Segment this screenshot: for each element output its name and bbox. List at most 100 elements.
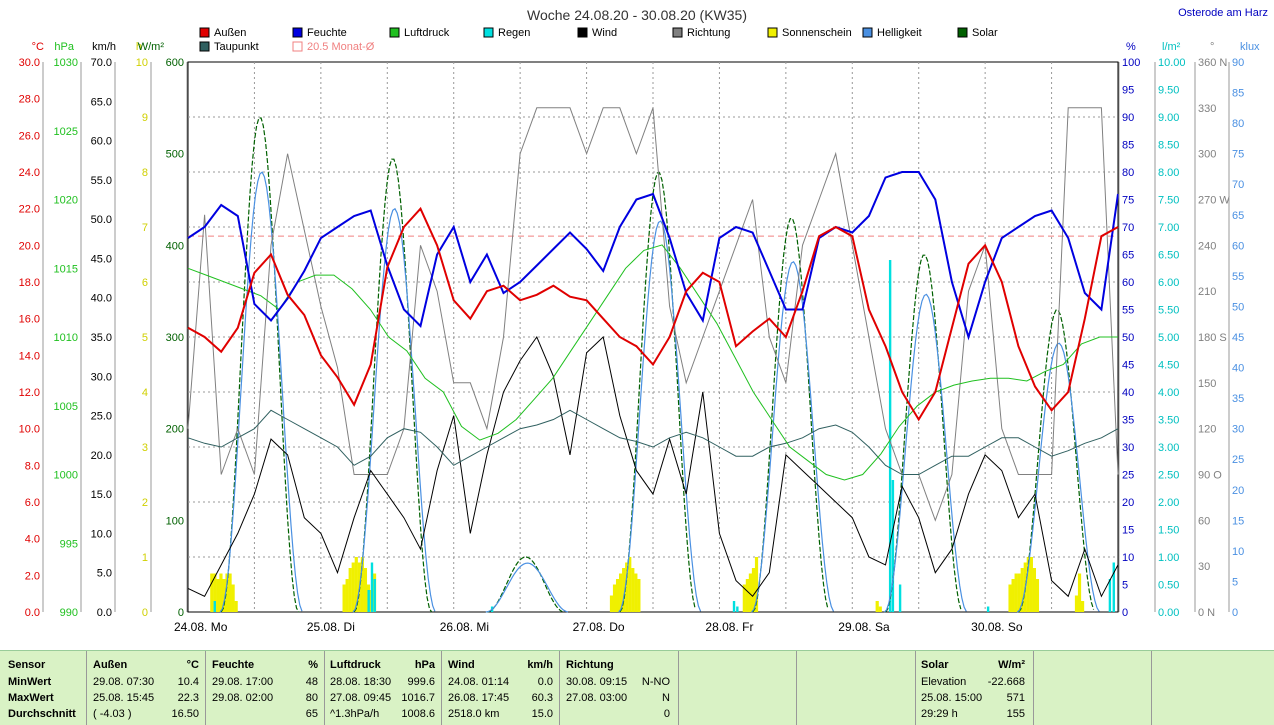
left-axis-unit: km/h xyxy=(92,41,116,53)
left-axis-tick: 22.0 xyxy=(19,204,40,216)
left-axis-tick: 400 xyxy=(166,240,184,252)
right-axis-tick: 15 xyxy=(1122,525,1134,537)
sunshine-bar xyxy=(231,584,235,612)
right-axis-unit: % xyxy=(1126,41,1136,53)
sunshine-bar xyxy=(745,579,749,612)
legend-swatch xyxy=(292,41,303,52)
header-sensor: Sensor xyxy=(8,659,46,671)
rain-bar xyxy=(373,579,376,612)
wind-max-val: 60.3 xyxy=(531,692,553,704)
x-tick-label: 30.08. So xyxy=(971,620,1023,634)
sunshine-bar xyxy=(754,557,759,612)
sunshine-bar xyxy=(625,562,629,612)
right-axis-tick: 2.50 xyxy=(1158,470,1179,482)
header-luftdruck: Luftdruck xyxy=(330,659,381,671)
chart-axes: 24.08. Mo 25.08. Di 26.08. Mi 27.08. Do 28.0… xyxy=(19,41,1260,634)
right-axis-tick: 5.00 xyxy=(1158,332,1179,344)
row-label-min: MinWert xyxy=(8,676,52,688)
right-axis-tick: 30 xyxy=(1122,442,1134,454)
right-axis-unit: ° xyxy=(1210,41,1214,53)
brightness-curve xyxy=(1016,342,1100,613)
col-luftdruck: Luftdruck hPa 28.08. 18:30 999.6 27.08. … xyxy=(324,651,442,725)
chart-lines xyxy=(187,107,1119,613)
header-wind: Wind xyxy=(448,659,475,671)
left-axis-tick: 990 xyxy=(60,607,78,619)
sunshine-bar xyxy=(210,573,214,612)
right-axis-tick: 10.00 xyxy=(1158,57,1186,69)
right-axis-tick: 0.50 xyxy=(1158,580,1179,592)
solar-avg-val: 155 xyxy=(1006,708,1025,720)
right-axis-tick: 7.00 xyxy=(1158,222,1179,234)
right-axis-unit: klux xyxy=(1240,41,1260,53)
right-axis-tick: 10 xyxy=(1122,552,1134,564)
sunshine-bar xyxy=(875,601,879,612)
header-aussen-unit: °C xyxy=(186,659,199,671)
left-axis-tick: 65.0 xyxy=(91,96,112,108)
left-axis-tick: 20.0 xyxy=(91,450,112,462)
right-axis-tick: 4.00 xyxy=(1158,387,1179,399)
right-axis-tick: 50 xyxy=(1122,332,1134,344)
left-axis-tick: 16.0 xyxy=(19,314,40,326)
right-axis-tick: 240 xyxy=(1198,240,1216,252)
feuchte-max-time: 29.08. 02:00 xyxy=(212,692,274,704)
right-axis-tick: 60 xyxy=(1198,515,1210,527)
left-axis-tick: 45.0 xyxy=(91,253,112,265)
left-axis-tick: 5 xyxy=(142,332,148,344)
sunshine-bar xyxy=(225,573,229,612)
left-axis-tick: 2.0 xyxy=(25,570,40,582)
brightness-curve xyxy=(618,220,702,613)
weather-chart: 24.08. Mo 25.08. Di 26.08. Mi 27.08. Do 28.0… xyxy=(19,7,1268,634)
sunshine-bar xyxy=(228,573,232,612)
richtung-min-time: 30.08. 09:15 xyxy=(566,676,628,688)
temperature-line xyxy=(187,206,1119,422)
sunshine-bar xyxy=(1020,568,1024,612)
brightness-curve xyxy=(219,171,303,613)
left-axis-tick: 26.0 xyxy=(19,130,40,142)
right-axis-tick: 25 xyxy=(1232,454,1244,466)
right-axis-tick: 5 xyxy=(1122,580,1128,592)
brightness-curve xyxy=(883,293,967,613)
sunshine-bar xyxy=(1017,573,1021,612)
sunshine-bar xyxy=(351,562,355,612)
left-axis-tick: 55.0 xyxy=(91,175,112,187)
left-axis-tick: 12.0 xyxy=(19,387,40,399)
left-axis-tick: 18.0 xyxy=(19,277,40,289)
col-empty-2 xyxy=(796,651,916,725)
right-axis-tick: 2.00 xyxy=(1158,497,1179,509)
solar-curve xyxy=(486,556,563,613)
sunshine-bar xyxy=(219,573,223,612)
wind-min-time: 24.08. 01:14 xyxy=(448,676,510,688)
row-label-max: MaxWert xyxy=(8,692,54,704)
rain-bar xyxy=(367,590,370,612)
brightness-curve xyxy=(751,260,835,613)
brightness-curve xyxy=(485,562,568,613)
right-axis-tick: 60 xyxy=(1232,240,1244,252)
right-axis-tick: 150 xyxy=(1198,378,1216,390)
right-axis-tick: 30 xyxy=(1198,561,1210,573)
right-axis-tick: 9.00 xyxy=(1158,112,1179,124)
aussen-min-val: 10.4 xyxy=(177,676,199,688)
feuchte-min-time: 29.08. 17:00 xyxy=(212,676,274,688)
aussen-min-time: 29.08. 07:30 xyxy=(93,676,155,688)
right-axis-tick: 120 xyxy=(1198,424,1216,436)
wind-line xyxy=(187,335,1119,598)
legend-swatch xyxy=(577,27,588,38)
right-axis-tick: 20 xyxy=(1232,485,1244,497)
right-axis-tick: 210 xyxy=(1198,286,1216,298)
right-axis-tick: 0.00 xyxy=(1158,607,1179,619)
right-axis-tick: 8.50 xyxy=(1158,140,1179,152)
chart-bars xyxy=(210,260,1115,612)
rain-bar xyxy=(732,601,736,612)
sunshine-bar xyxy=(1029,557,1033,612)
col-aussen: Außen °C 29.08. 07:30 10.4 25.08. 15:45 … xyxy=(86,651,206,725)
solar-elevation-val: -22.668 xyxy=(987,676,1025,688)
left-axis-tick: 8 xyxy=(142,167,148,179)
sunshine-bar xyxy=(1026,557,1030,612)
right-axis-tick: 65 xyxy=(1122,250,1134,262)
sunshine-bar xyxy=(234,601,238,612)
right-axis-unit: l/m² xyxy=(1162,41,1181,53)
rain-bar xyxy=(986,606,990,612)
right-axis-tick: 20 xyxy=(1122,497,1134,509)
sunshine-bar xyxy=(342,584,346,612)
x-tick-label: 27.08. Do xyxy=(573,620,625,634)
